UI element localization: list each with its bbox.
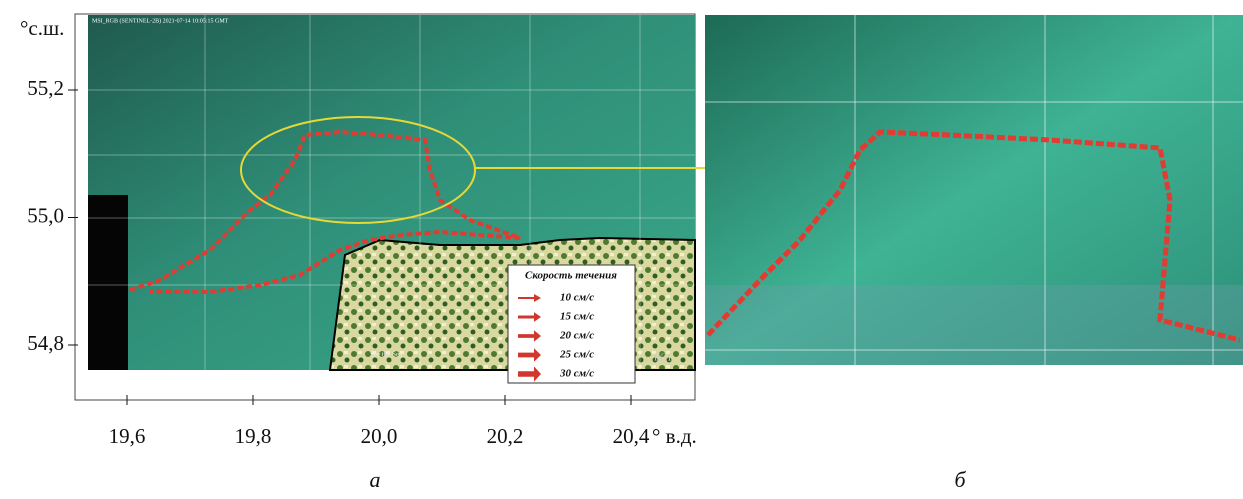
legend-label: 30 см/с — [559, 368, 594, 380]
x-axis-unit: ° в.д. — [652, 424, 697, 448]
figure: MSI_RGB (SENTINEL-2B) 2021-07-14 10:05:1… — [0, 0, 1243, 494]
legend-label: 25 см/с — [559, 349, 594, 361]
x-tick-label: 19,8 — [235, 424, 272, 448]
map-credit: See the Sea — [370, 351, 403, 359]
panel-label: б — [954, 467, 966, 492]
x-tick-label: 19,6 — [109, 424, 146, 448]
x-tick-label: 20,2 — [487, 424, 524, 448]
legend-box — [508, 265, 635, 383]
legend-label: 20 см/с — [559, 330, 594, 342]
legend: Скорость течения 10 см/с 15 см/с 20 см/с 25… — [508, 265, 635, 383]
legend-label: 15 см/с — [560, 311, 594, 323]
y-tick-label: 54,8 — [27, 331, 64, 355]
y-tick-label: 55,2 — [27, 76, 64, 100]
legend-label: 10 см/с — [560, 292, 594, 304]
map-header: MSI_RGB (SENTINEL-2B) 2021-07-14 10:05:1… — [92, 17, 229, 24]
y-axis-unit: °с.ш. — [20, 16, 64, 40]
x-tick-label: 20,0 — [361, 424, 398, 448]
panel-label: а — [370, 467, 381, 492]
y-tick-label: 55,0 — [27, 203, 64, 227]
legend-title: Скорость течения — [525, 270, 617, 282]
no-data-area — [88, 195, 128, 370]
map-logo: ИКИ — [650, 352, 671, 363]
x-tick-label: 20,4 — [613, 424, 650, 448]
